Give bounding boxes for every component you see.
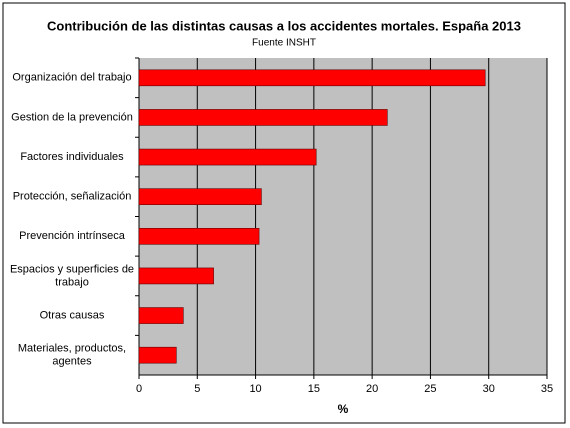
bar [138,267,214,285]
x-tick-label: 20 [366,383,378,395]
plot-area [139,58,547,375]
y-tick-label: Organización del trabajo [12,72,131,84]
chart-title: Contribución de las distintas causas a l… [47,18,521,33]
x-axis-label: % [338,402,349,416]
x-tick-label: 30 [483,383,495,395]
y-tick-label: Gestion de la prevención [11,111,133,123]
y-tick-label: Factores individuales [20,151,124,163]
x-tick-label: 5 [194,383,200,395]
bar [138,307,184,324]
bar [138,69,486,87]
y-tick-label: Materiales, productos, agentes [18,343,126,368]
y-tick-label: Espacios y superficies de trabajo [10,263,134,288]
x-tick-label: 15 [308,383,320,395]
y-tick-label: Prevención intrínseca [19,230,126,242]
y-tick-label: Protección, señalización [13,191,132,203]
x-tick-label: 25 [424,383,436,395]
bar [138,346,177,364]
bar [138,109,388,126]
x-tick-label: 10 [249,383,261,395]
x-tick-label: 35 [541,383,553,395]
bar [138,148,317,166]
bar [138,228,260,245]
bar [138,188,262,205]
chart-subtitle: Fuente INSHT [252,38,316,49]
x-tick-label: 0 [136,383,142,395]
y-tick-label: Otras causas [40,309,105,321]
